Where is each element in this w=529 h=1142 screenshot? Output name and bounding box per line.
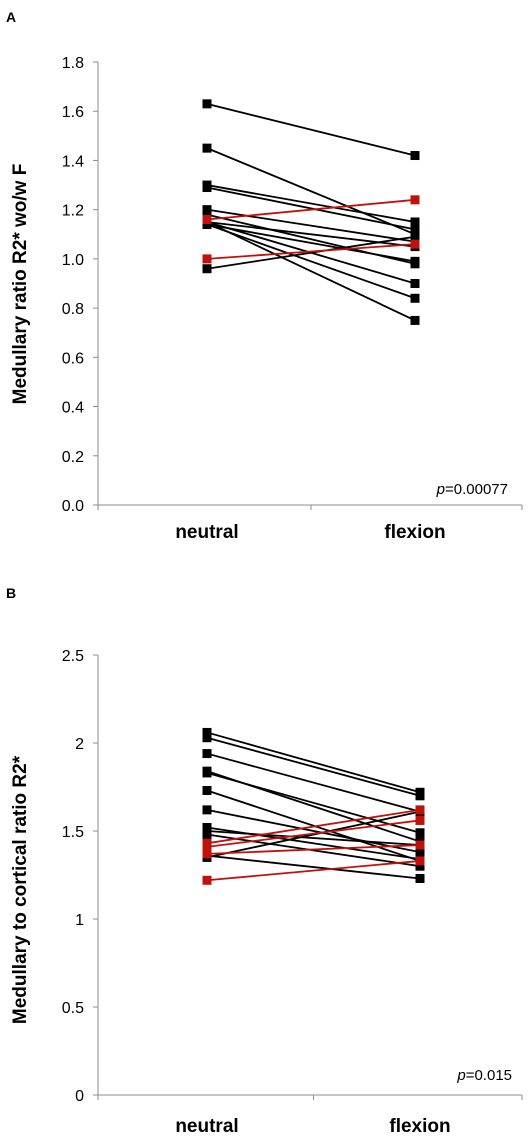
series-line (206, 221, 416, 322)
data-point (415, 805, 425, 815)
data-point (202, 99, 212, 109)
x-category-label: neutral (175, 522, 238, 543)
panel-letter-a: A (6, 9, 16, 25)
data-point (410, 195, 420, 205)
y-tick-label: 1 (75, 912, 84, 929)
data-point (202, 205, 212, 215)
data-point (415, 828, 425, 838)
x-category-label: neutral (175, 1116, 238, 1137)
series-line (206, 854, 421, 880)
data-point (410, 239, 420, 249)
data-point (410, 315, 420, 325)
y-tick-label: 1.4 (62, 153, 84, 170)
data-point (202, 733, 212, 743)
x-category-label: flexion (384, 522, 445, 543)
chart-a-svg: A 0.0 0.2 0.4 0.6 0.8 1.0 1.2 1.4 1.6 1.8 neutral f… (6, 9, 523, 543)
y-tick-label: 0 (75, 1088, 84, 1105)
data-point (415, 840, 425, 850)
data-point (410, 256, 420, 266)
series-line (206, 147, 416, 236)
series-line (206, 808, 421, 845)
data-point (415, 874, 425, 884)
series-line (206, 736, 421, 797)
y-tick-label: 2 (75, 736, 84, 753)
y-tick-label: 0.0 (62, 498, 84, 515)
data-point (202, 183, 212, 193)
data-point (415, 791, 425, 801)
data-point (410, 293, 420, 303)
y-tick-label: 1.6 (62, 104, 84, 121)
y-tick-label: 1.0 (62, 252, 84, 269)
series-line (206, 819, 421, 848)
data-point (410, 217, 420, 227)
series-line (206, 102, 416, 157)
data-point (202, 264, 212, 274)
y-tick-label: 2.5 (62, 648, 84, 665)
p-value-annotation: p=0.00077 (436, 481, 508, 498)
data-point (410, 232, 420, 242)
y-axis-title: Medullary to cortical ratio R2* (10, 755, 31, 1024)
x-category-label: flexion (389, 1116, 450, 1137)
series-line (206, 731, 421, 794)
series-line (206, 243, 416, 260)
chart-panel-b: B 0 0.5 1 1.5 2 2.5 neutral flexion Medullary to… (0, 570, 529, 1142)
y-tick-label: 1.2 (62, 203, 84, 220)
data-point (202, 842, 212, 852)
y-tick-label: 0.5 (62, 1000, 84, 1017)
series-line (206, 186, 416, 231)
data-point (202, 875, 212, 885)
data-point (202, 805, 212, 815)
data-point (202, 749, 212, 759)
series-line (206, 830, 421, 846)
data-point (202, 215, 212, 225)
p-value-annotation: p=0.015 (456, 1067, 512, 1084)
data-point (415, 815, 425, 825)
y-tick-label: 0.6 (62, 350, 84, 367)
data-point (415, 861, 425, 871)
data-point (410, 151, 420, 161)
series-line (206, 860, 421, 882)
series-line (206, 198, 416, 221)
series-line (206, 752, 421, 813)
data-point (202, 254, 212, 264)
series-line (206, 844, 421, 855)
data-point (202, 849, 212, 859)
data-point (202, 143, 212, 153)
series-line (206, 808, 421, 854)
series-line (206, 223, 416, 263)
series-line (206, 184, 416, 223)
data-point (202, 210, 212, 220)
data-point (202, 727, 212, 737)
data-point (202, 830, 212, 840)
y-axis-title: Medullary ratio R2* wo/w F (10, 164, 31, 405)
series-line (206, 223, 416, 300)
y-tick-label: 0.4 (62, 400, 84, 417)
y-tick-label: 0.2 (62, 449, 84, 466)
series-line (206, 208, 416, 243)
panel-letter-b: B (6, 585, 16, 601)
y-tick-label: 0.8 (62, 301, 84, 318)
data-point (202, 768, 212, 778)
data-point (202, 786, 212, 796)
data-point (410, 279, 420, 288)
y-tick-label: 1.8 (62, 55, 84, 72)
series-line (206, 235, 416, 270)
data-point (410, 224, 420, 234)
y-tick-label: 1.5 (62, 824, 84, 841)
chart-panel-a: A 0.0 0.2 0.4 0.6 0.8 1.0 1.2 1.4 1.6 1.8 neutral f… (0, 0, 529, 560)
data-point (415, 856, 425, 866)
chart-b-svg: B 0 0.5 1 1.5 2 2.5 neutral flexion Medullary to… (6, 585, 523, 1137)
data-point (415, 847, 425, 857)
series-line (206, 772, 421, 834)
